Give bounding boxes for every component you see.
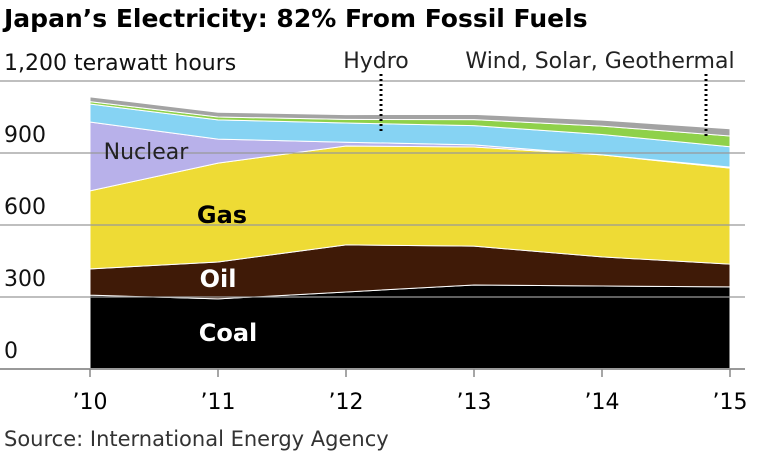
chart-title: Japan’s Electricity: 82% From Fossil Fue…: [2, 4, 588, 33]
y-tick-label: 1,200 terawatt hours: [4, 51, 236, 76]
x-tick-label: ’10: [73, 390, 108, 415]
x-tick-label: ’12: [329, 390, 364, 415]
x-tick-label: ’15: [713, 390, 748, 415]
x-tick-label: ’14: [585, 390, 620, 415]
series-label: Nuclear: [104, 140, 190, 165]
series-label: Gas: [197, 201, 247, 229]
series-label: Hydro: [343, 49, 409, 74]
y-tick-label: 900: [4, 123, 46, 148]
x-tick-label: ’13: [457, 390, 492, 415]
series-label: Oil: [200, 265, 237, 293]
source: Source: International Energy Agency: [4, 427, 389, 451]
series-label: Wind, Solar, Geothermal: [465, 49, 734, 74]
y-tick-label: 0: [4, 339, 18, 364]
x-tick-label: ’11: [201, 390, 236, 415]
y-tick-label: 600: [4, 195, 46, 220]
y-tick-label: 300: [4, 267, 46, 292]
area: [89, 96, 731, 137]
series-label: Coal: [199, 319, 258, 347]
